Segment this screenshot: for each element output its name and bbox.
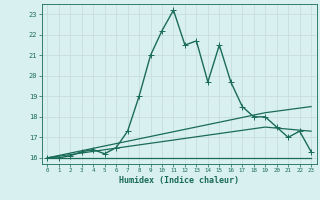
- X-axis label: Humidex (Indice chaleur): Humidex (Indice chaleur): [119, 176, 239, 185]
